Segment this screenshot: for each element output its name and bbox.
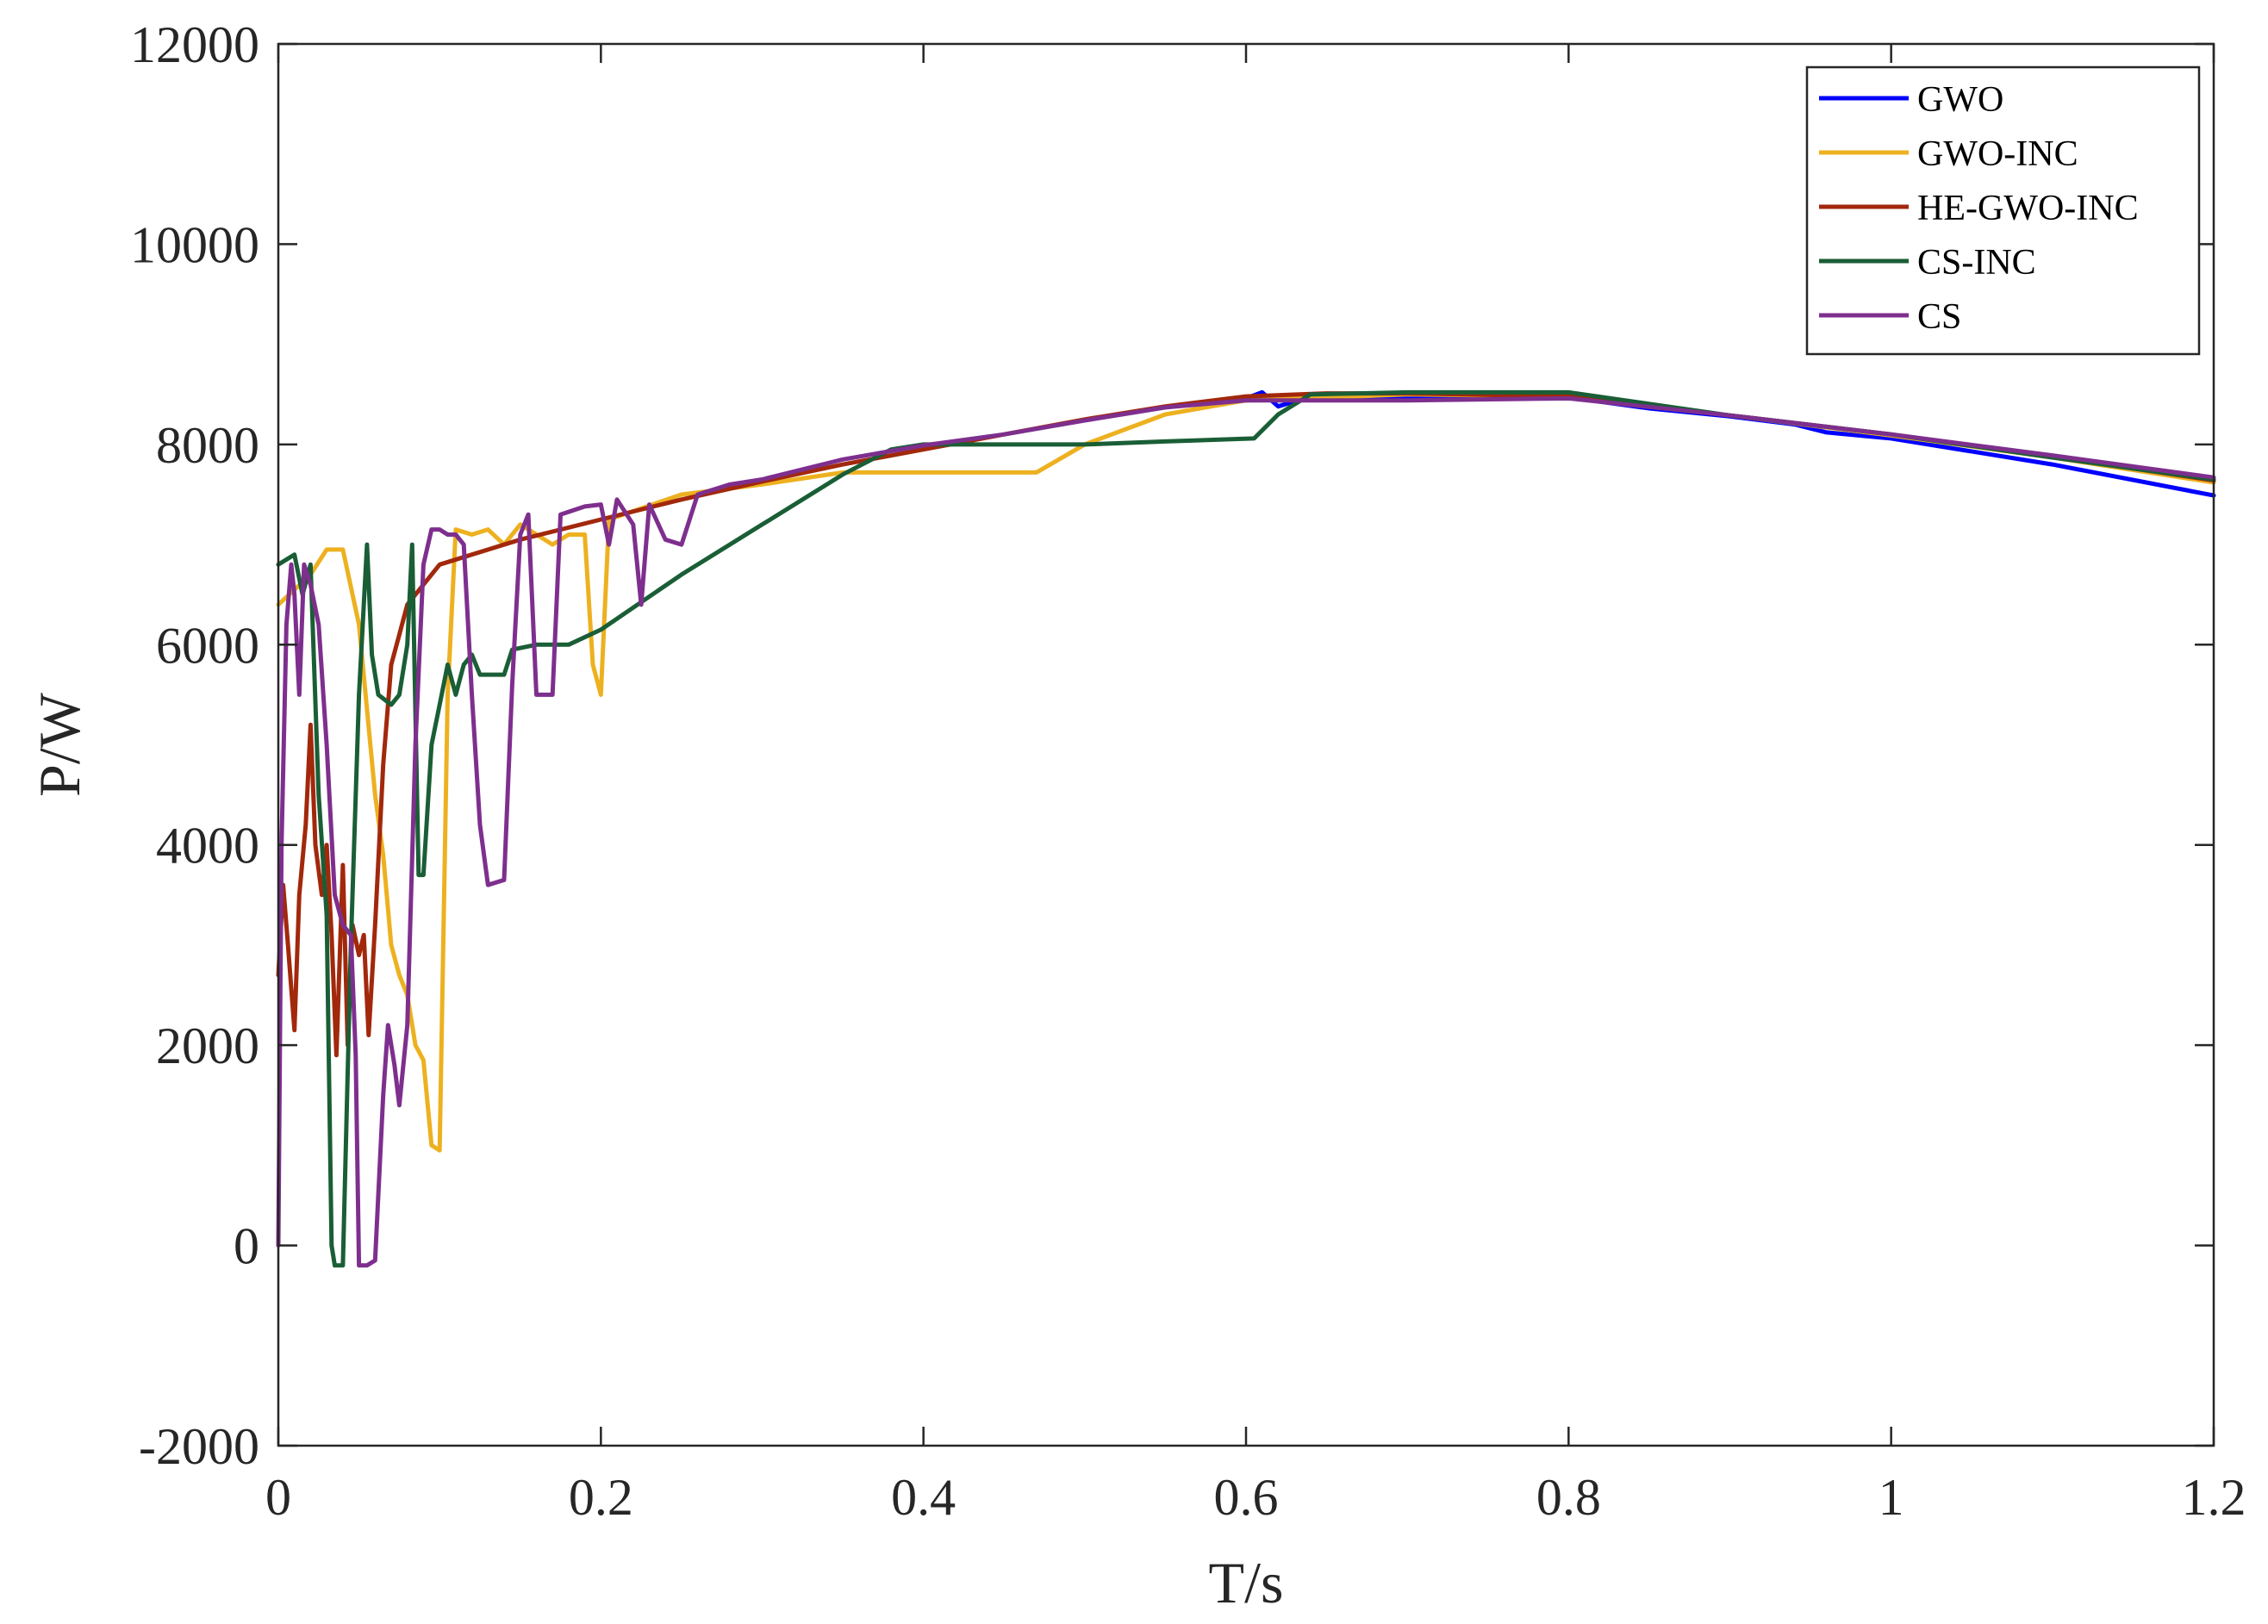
y-tick-label: 12000	[130, 16, 259, 73]
y-tick-label: 2000	[156, 1017, 259, 1074]
y-tick-label: -2000	[139, 1418, 259, 1475]
x-tick-label: 0.4	[891, 1469, 956, 1526]
series-line-cs	[276, 395, 2216, 1268]
legend-box	[1805, 65, 2201, 356]
x-tick-label: 0.8	[1536, 1469, 1601, 1526]
legend-label-he-gwo-inc: HE-GWO-INC	[1917, 189, 2139, 228]
x-tick-label: 1.2	[2182, 1469, 2246, 1526]
x-axis-label: T/s	[1209, 1550, 1284, 1615]
series-line-cs-inc	[276, 389, 2216, 1268]
legend: GWO GWO-INC HE-GWO-INC CS-INC CS	[1805, 65, 2201, 356]
y-tick-label: 6000	[156, 617, 259, 674]
series-line-he-gwo-inc	[276, 391, 2216, 1058]
y-tick-label: 0	[234, 1218, 259, 1275]
x-tick-label: 1	[1879, 1469, 1904, 1526]
y-tick-label: 8000	[156, 417, 259, 474]
x-tick-label: 0.6	[1214, 1469, 1279, 1526]
y-axis-label: P/W	[27, 692, 92, 797]
legend-label-gwo: GWO	[1917, 80, 2003, 120]
x-tick-label: 0	[265, 1469, 291, 1526]
legend-label-gwo-inc: GWO-INC	[1917, 134, 2078, 174]
x-tick-label: 0.2	[569, 1469, 633, 1526]
y-tick-label: 10000	[130, 216, 259, 273]
y-tick-label: 4000	[156, 818, 259, 874]
axes-layer: 0 0.2 0.4 0.6 0.8 1 1.2-2000020004000600080001…	[27, 16, 2246, 1615]
legend-label-cs-inc: CS-INC	[1917, 243, 2036, 283]
series-layer	[276, 389, 2216, 1268]
legend-label-cs: CS	[1917, 297, 1961, 337]
